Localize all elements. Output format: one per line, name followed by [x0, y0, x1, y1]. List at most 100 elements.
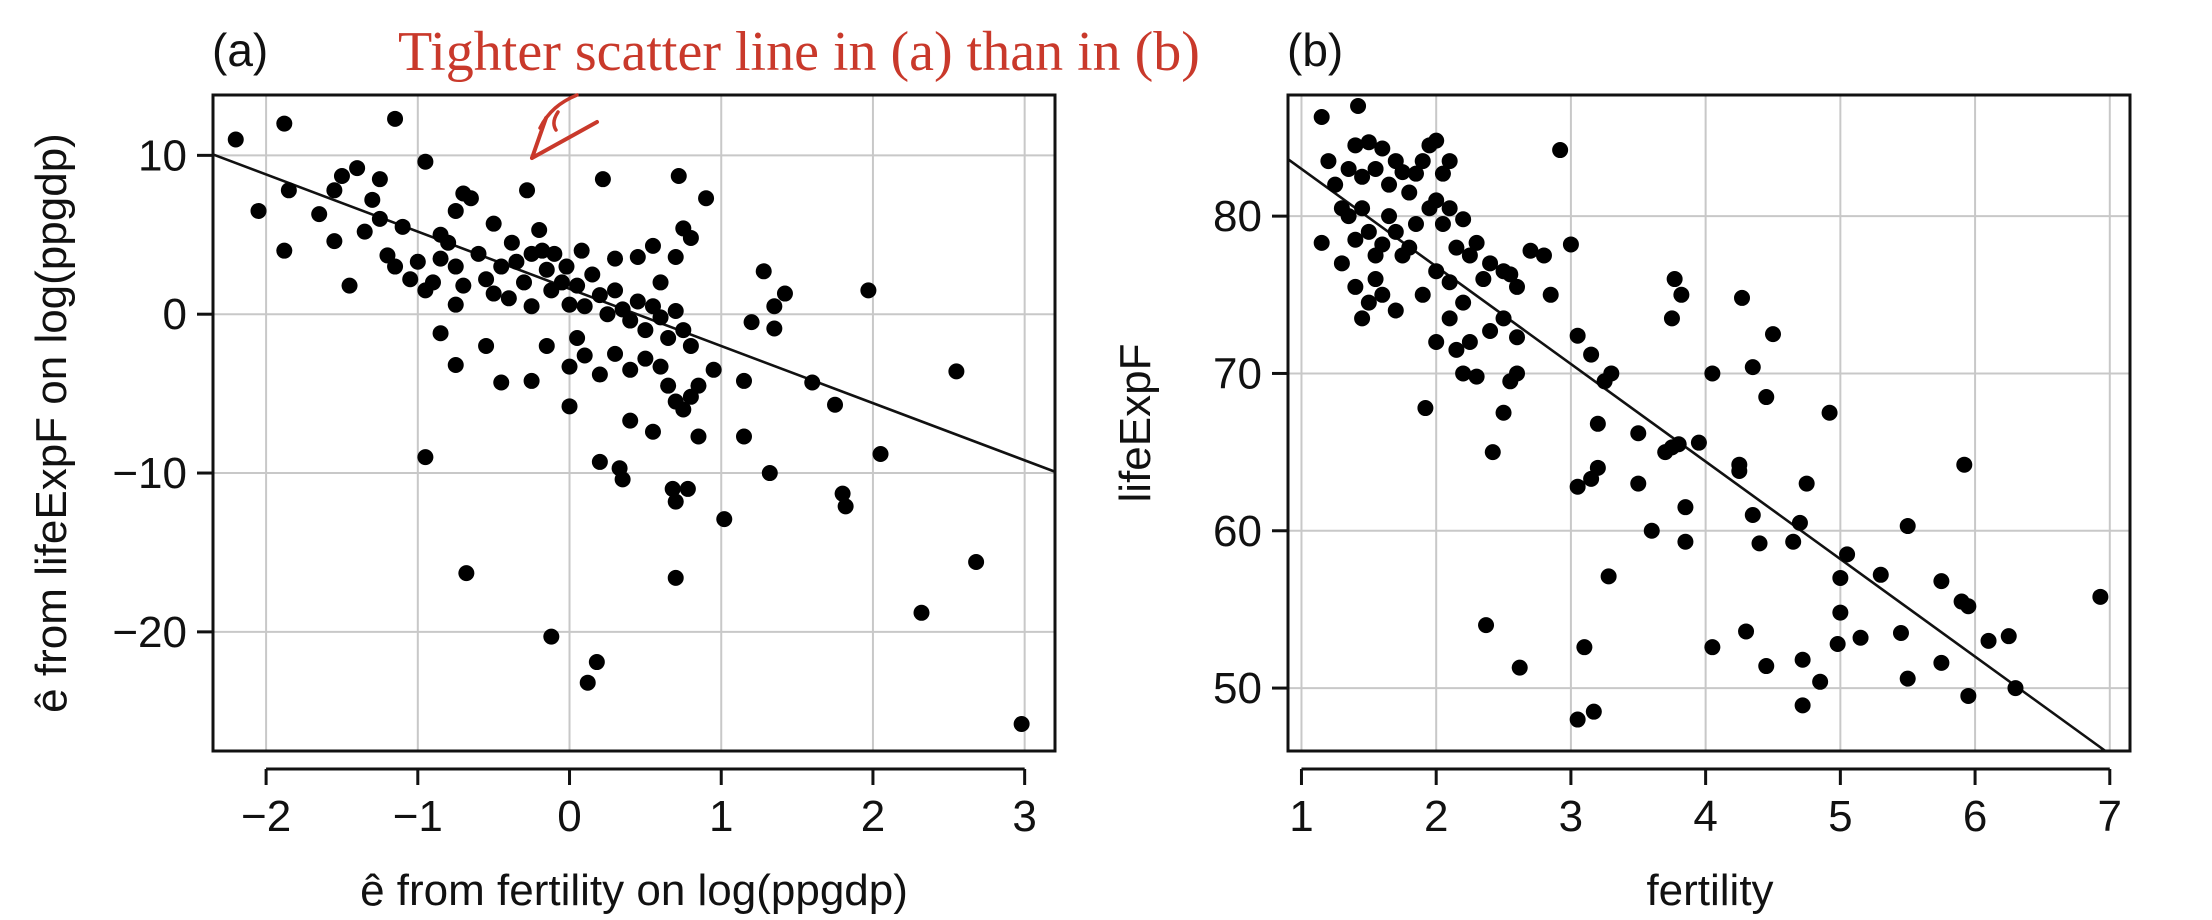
- b-data-point: [1576, 639, 1593, 656]
- a-data-point: [591, 366, 608, 383]
- b-data-point: [1522, 242, 1539, 259]
- b-data-point: [2092, 588, 2109, 605]
- b-data-point: [1899, 518, 1916, 535]
- b-data-point: [1482, 322, 1499, 339]
- b-data-point: [1704, 365, 1721, 382]
- b-data-point: [1744, 359, 1761, 376]
- b-data-point: [1455, 211, 1472, 228]
- b-data-point: [1832, 569, 1849, 586]
- a-data-point: [558, 258, 575, 275]
- a-data-point: [561, 398, 578, 415]
- b-data-point: [1812, 673, 1829, 690]
- a-data-point: [311, 206, 328, 223]
- a-x-tick-label: 0: [557, 792, 581, 841]
- a-data-point: [690, 377, 707, 394]
- b-data-point: [1798, 475, 1815, 492]
- a-data-point: [516, 274, 533, 291]
- b-data-point: [1461, 247, 1478, 264]
- b-data-point: [1414, 153, 1431, 170]
- b-data-point: [1852, 629, 1869, 646]
- a-data-point: [591, 453, 608, 470]
- a-data-point: [804, 374, 821, 391]
- annotation-text: Tighter scatter line in (a) than in (b): [398, 21, 1200, 83]
- b-data-point: [1313, 109, 1330, 126]
- b-x-tick-label: 3: [1559, 792, 1583, 841]
- b-x-tick-label: 7: [2098, 792, 2122, 841]
- b-data-point: [1360, 134, 1377, 151]
- a-data-point: [432, 325, 449, 342]
- b-data-point: [1791, 514, 1808, 531]
- panel-b-y-axis-label: lifeExpF: [1111, 344, 1160, 503]
- panel-a-points: [227, 110, 1030, 732]
- b-data-point: [1354, 200, 1371, 217]
- b-data-point: [1313, 234, 1330, 251]
- a-y-tick-label: 10: [138, 131, 187, 180]
- b-data-point: [1832, 604, 1849, 621]
- b-data-point: [1367, 160, 1384, 177]
- a-data-point: [349, 160, 366, 177]
- a-data-point: [629, 249, 646, 266]
- a-data-point: [387, 258, 404, 275]
- b-data-point: [1758, 389, 1775, 406]
- b-data-point: [1354, 310, 1371, 327]
- a-data-point: [447, 357, 464, 374]
- a-data-point: [860, 282, 877, 299]
- b-data-point: [1829, 636, 1846, 653]
- b-data-point: [2007, 680, 2024, 697]
- b-data-point: [1738, 623, 1755, 640]
- b-data-point: [1734, 289, 1751, 306]
- a-data-point: [614, 471, 631, 488]
- b-data-point: [1933, 654, 1950, 671]
- b-data-point: [1677, 533, 1694, 550]
- b-data-point: [1387, 302, 1404, 319]
- b-data-point: [1441, 200, 1458, 217]
- b-data-point: [1495, 310, 1512, 327]
- b-x-tick-label: 6: [1963, 792, 1987, 841]
- a-y-tick-label: −20: [112, 608, 187, 657]
- a-data-point: [432, 250, 449, 267]
- a-data-point: [333, 168, 350, 185]
- a-data-point: [417, 153, 434, 170]
- b-data-point: [1663, 310, 1680, 327]
- a-data-point: [553, 274, 570, 291]
- b-data-point: [1960, 687, 1977, 704]
- a-data-point: [387, 110, 404, 127]
- b-data-point: [1839, 546, 1856, 563]
- a-data-point: [402, 271, 419, 288]
- b-data-point: [1509, 329, 1526, 346]
- b-data-point: [1630, 425, 1647, 442]
- a-data-point: [644, 237, 661, 254]
- b-data-point: [1428, 192, 1445, 209]
- b-data-point: [1401, 184, 1418, 201]
- a-data-point: [519, 182, 536, 199]
- b-data-point: [1585, 703, 1602, 720]
- a-data-point: [534, 242, 551, 259]
- a-data-point: [543, 628, 560, 645]
- b-data-point: [1374, 236, 1391, 253]
- b-data-point: [1374, 286, 1391, 303]
- a-data-point: [508, 253, 525, 270]
- a-data-point: [546, 245, 563, 262]
- b-data-point: [1354, 168, 1371, 185]
- a-data-point: [652, 309, 669, 326]
- b-data-point: [1347, 278, 1364, 295]
- a-data-point: [561, 296, 578, 313]
- b-data-point: [1758, 658, 1775, 675]
- b-data-point: [1569, 711, 1586, 728]
- a-data-point: [670, 168, 687, 185]
- b-data-point: [1600, 568, 1617, 585]
- a-data-point: [485, 215, 502, 232]
- a-data-point: [607, 282, 624, 299]
- a-data-point: [622, 412, 639, 429]
- b-data-point: [1821, 404, 1838, 421]
- a-x-tick-label: 1: [709, 792, 733, 841]
- a-data-point: [667, 493, 684, 510]
- a-data-point: [622, 361, 639, 378]
- a-data-point: [493, 258, 510, 275]
- a-data-point: [440, 234, 457, 251]
- a-data-point: [872, 445, 889, 462]
- b-data-point: [1511, 659, 1528, 676]
- a-data-point: [584, 266, 601, 283]
- a-data-point: [326, 233, 343, 250]
- b-y-tick-label: 60: [1213, 507, 1262, 556]
